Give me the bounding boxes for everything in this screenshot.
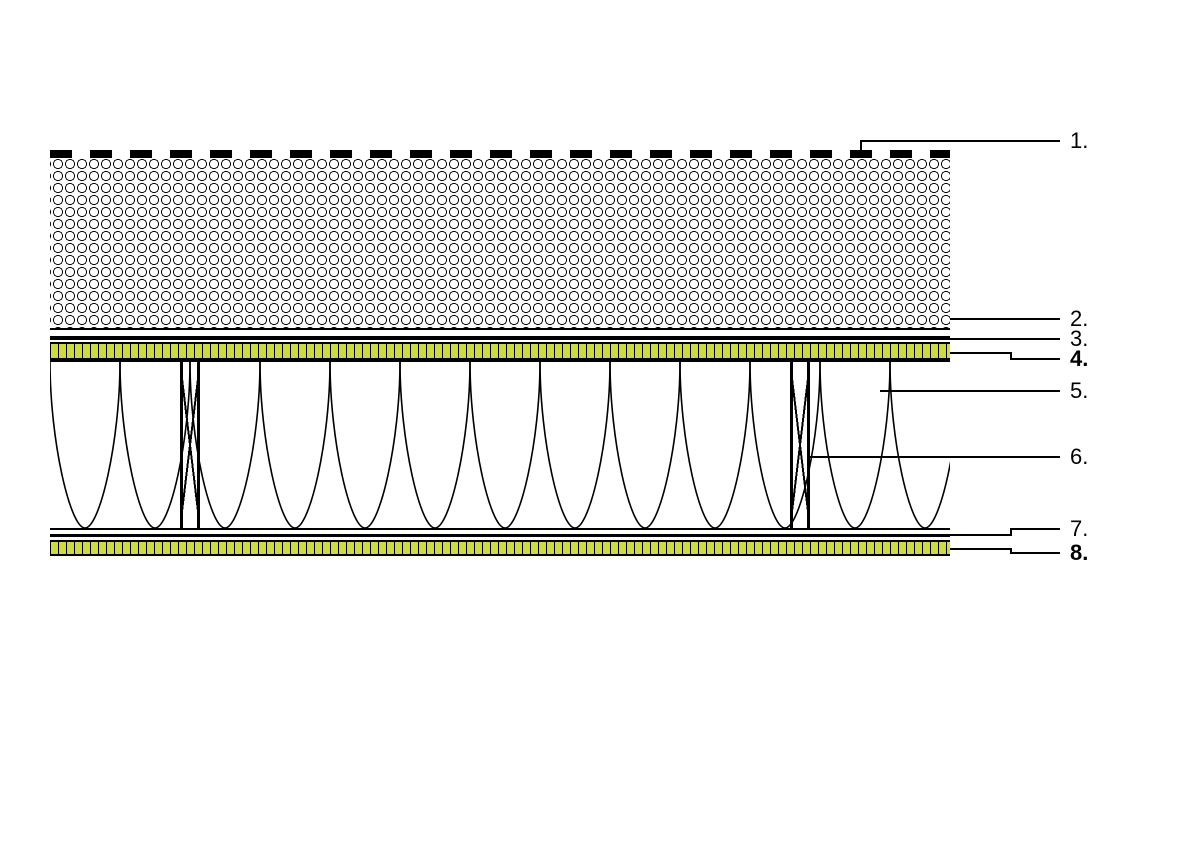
callout-1: 1. [1070, 128, 1088, 154]
leader-2 [950, 318, 1060, 320]
beam-left [180, 362, 200, 528]
layer-membrane-upper [50, 336, 950, 340]
leader-7a [950, 534, 1010, 536]
layer-insulation [50, 360, 950, 530]
layer-membrane-lower [50, 534, 950, 537]
layer-top-dashes [50, 150, 950, 158]
beam-right [790, 362, 810, 528]
leader-1v [860, 140, 862, 154]
leader-1h [860, 140, 1060, 142]
leader-8c [1010, 552, 1060, 554]
leader-4a [950, 352, 1010, 354]
leader-6 [810, 456, 1060, 458]
cross-section-diagram: 1. 2. 3. 4. 5. 6. 7. 8. [50, 150, 950, 650]
leader-3 [950, 338, 1060, 340]
layer-board-upper [50, 342, 950, 360]
callout-4: 4. [1070, 346, 1088, 372]
leader-4c [1010, 358, 1060, 360]
layer-honeycomb [50, 158, 950, 330]
leader-7c [1010, 528, 1060, 530]
callout-5: 5. [1070, 378, 1088, 404]
callout-6: 6. [1070, 444, 1088, 470]
leader-8a [950, 548, 1010, 550]
layer-board-lower [50, 540, 950, 556]
leader-5 [880, 390, 1060, 392]
callout-8: 8. [1070, 540, 1088, 566]
callout-7: 7. [1070, 516, 1088, 542]
